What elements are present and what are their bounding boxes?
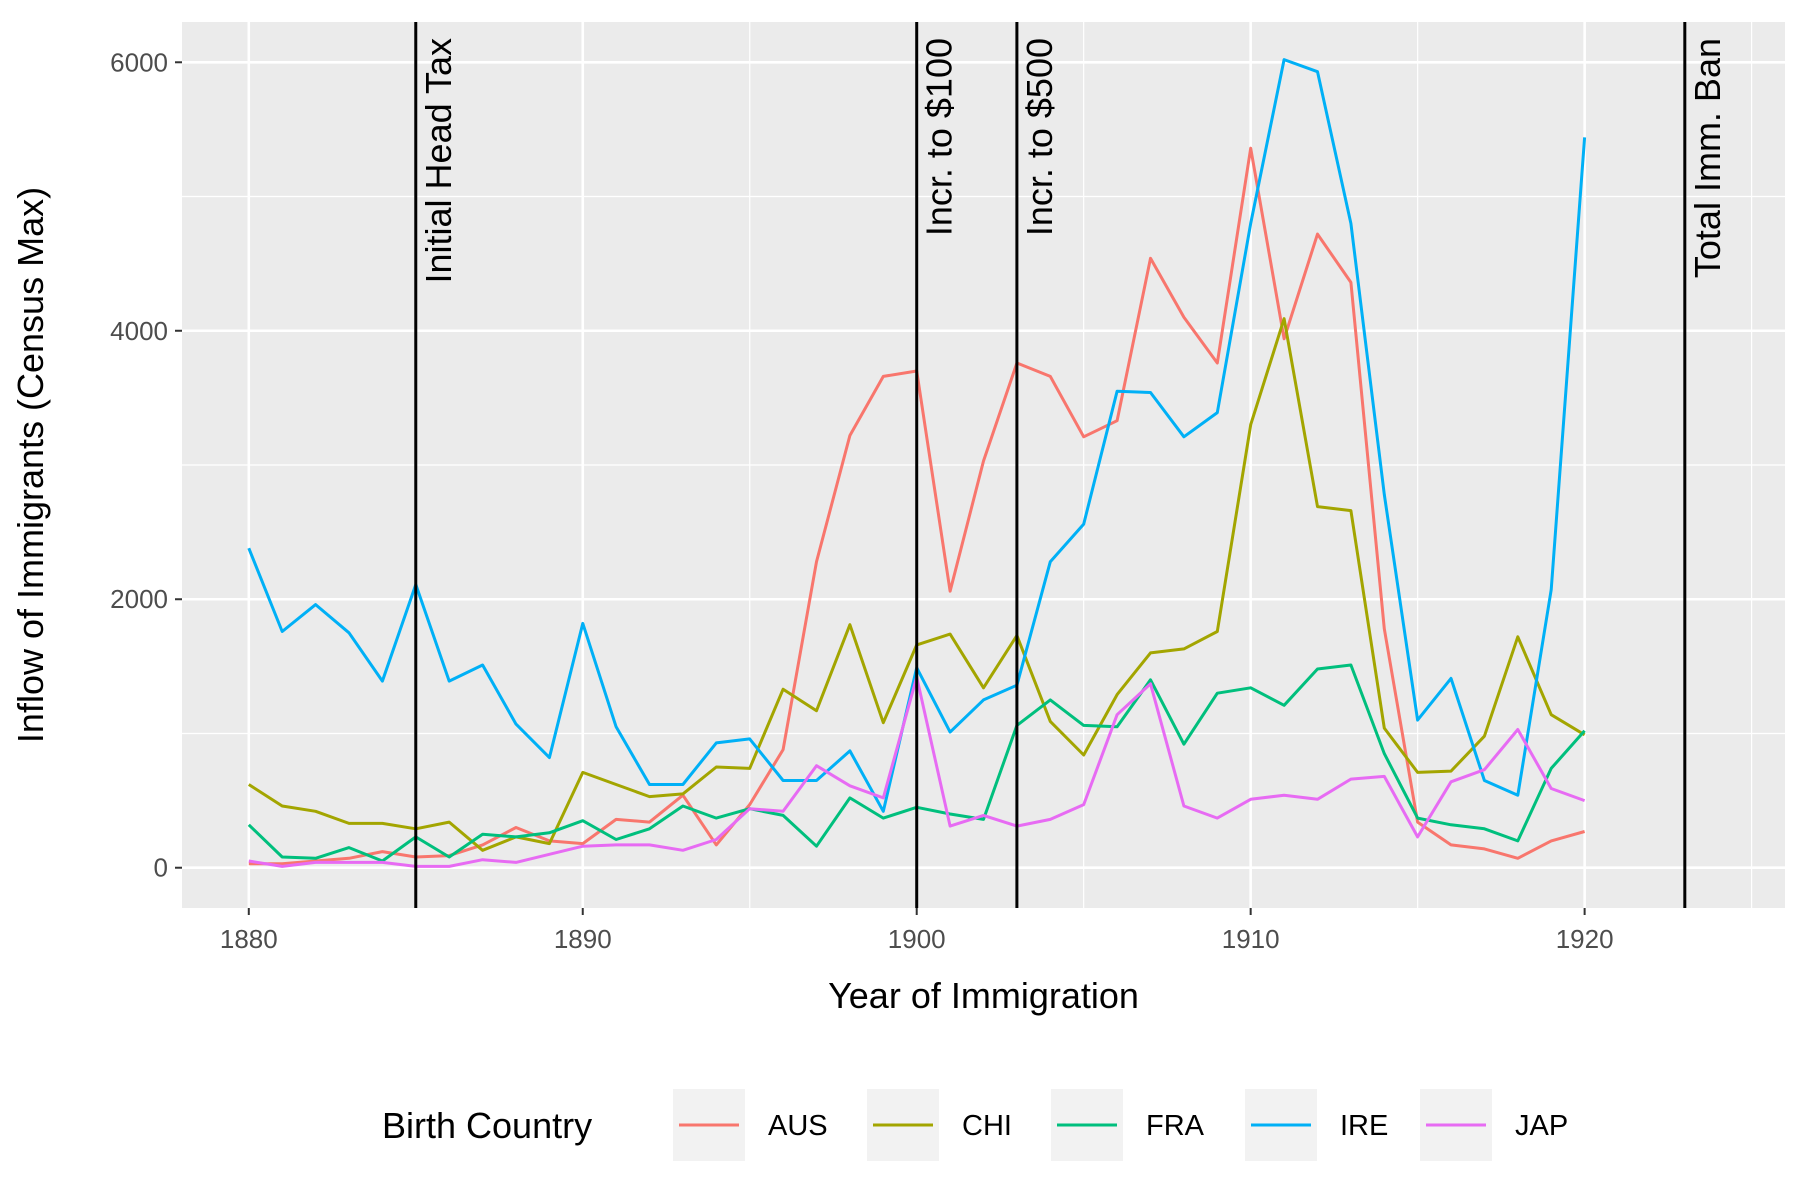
x-tick-label: 1900: [888, 924, 946, 954]
x-axis-title: Year of Immigration: [828, 975, 1139, 1016]
y-axis: 0 2000 4000 6000: [110, 47, 182, 883]
legend-label-jap: JAP: [1515, 1110, 1568, 1142]
annotation-label-incr-to-500: Incr. to $500: [1019, 38, 1060, 236]
x-tick-label: 1880: [220, 924, 278, 954]
legend-label-aus: AUS: [768, 1110, 828, 1142]
annotation-label-incr-to-100: Incr. to $100: [919, 38, 960, 236]
legend: Birth Country AUS CHI FRA IRE JAP: [382, 1089, 1568, 1161]
x-tick-label: 1910: [1222, 924, 1280, 954]
legend-title: Birth Country: [382, 1105, 592, 1146]
legend-label-ire: IRE: [1340, 1110, 1388, 1142]
x-tick-label: 1920: [1556, 924, 1614, 954]
annotation-label-initial-head-tax: Initial Head Tax: [418, 38, 459, 283]
y-tick-label: 2000: [110, 584, 168, 614]
annotation-label-total-imm-ban: Total Imm. Ban: [1687, 38, 1728, 278]
y-axis-title: Inflow of Immigrants (Census Max): [10, 187, 51, 743]
legend-label-chi: CHI: [962, 1110, 1012, 1142]
x-tick-label: 1890: [554, 924, 612, 954]
annotations: Initial Head Tax Incr. to $100 Incr. to $5…: [414, 22, 1728, 908]
y-tick-label: 0: [154, 853, 168, 883]
x-axis: 1880 1890 1900 1910 1920: [220, 908, 1614, 954]
legend-label-fra: FRA: [1146, 1110, 1205, 1142]
y-tick-label: 6000: [110, 47, 168, 77]
y-tick-label: 4000: [110, 316, 168, 346]
